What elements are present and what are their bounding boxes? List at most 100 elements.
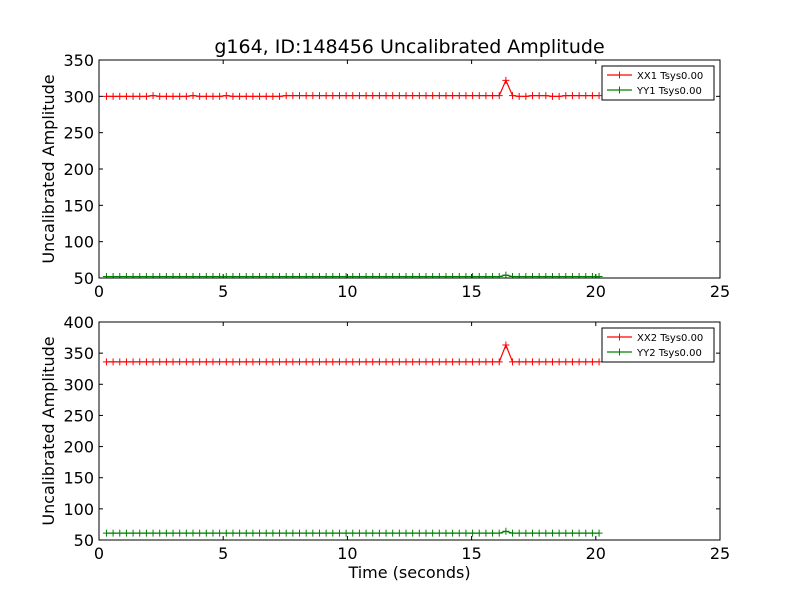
legend: XX1 Tsys0.00 YY1 Tsys0.00 bbox=[601, 65, 715, 101]
data-point-marker bbox=[169, 529, 177, 537]
data-point-marker bbox=[182, 358, 190, 366]
data-point-marker bbox=[176, 529, 184, 537]
data-point-marker bbox=[136, 529, 144, 537]
data-point-marker bbox=[296, 529, 304, 537]
legend-label: YY1 Tsys0.00 bbox=[636, 86, 702, 97]
data-point-marker bbox=[422, 358, 430, 366]
data-point-marker bbox=[542, 92, 550, 100]
data-point-marker bbox=[555, 92, 563, 100]
data-point-marker bbox=[575, 529, 583, 537]
data-point-marker bbox=[196, 273, 204, 278]
data-point-marker bbox=[435, 92, 443, 100]
data-point-marker bbox=[209, 529, 217, 537]
data-point-marker bbox=[588, 273, 596, 278]
y-tick-label: 200 bbox=[63, 438, 94, 457]
data-point-marker bbox=[575, 273, 583, 278]
y-tick-label: 250 bbox=[63, 406, 94, 425]
legend-box bbox=[601, 65, 715, 101]
data-point-marker bbox=[136, 358, 144, 366]
data-point-marker bbox=[276, 358, 284, 366]
y-tick-label: 200 bbox=[63, 160, 94, 179]
data-point-marker bbox=[176, 92, 184, 100]
data-point-marker bbox=[129, 529, 137, 537]
data-point-marker bbox=[202, 529, 210, 537]
data-point-marker bbox=[335, 273, 343, 278]
y-axis-label: Uncalibrated Amplitude bbox=[39, 74, 58, 263]
data-point-marker bbox=[282, 529, 290, 537]
data-point-marker bbox=[449, 273, 457, 278]
series-xx2 bbox=[102, 341, 603, 366]
data-point-marker bbox=[236, 273, 244, 278]
data-point-marker bbox=[335, 358, 343, 366]
data-point-marker bbox=[149, 273, 157, 278]
data-point-marker bbox=[562, 358, 570, 366]
data-point-marker bbox=[568, 273, 576, 278]
data-point-marker bbox=[329, 358, 337, 366]
data-point-marker bbox=[309, 273, 317, 278]
data-point-marker bbox=[276, 529, 284, 537]
data-point-marker bbox=[109, 529, 117, 537]
data-point-marker bbox=[482, 529, 490, 537]
data-point-marker bbox=[475, 273, 483, 278]
data-point-marker bbox=[222, 92, 230, 100]
data-point-marker bbox=[202, 273, 210, 278]
data-point-marker bbox=[189, 358, 197, 366]
data-point-marker bbox=[102, 529, 110, 537]
data-point-marker bbox=[169, 273, 177, 278]
data-point-marker bbox=[548, 92, 556, 100]
data-point-marker bbox=[509, 92, 517, 100]
data-point-marker bbox=[555, 358, 563, 366]
data-point-marker bbox=[435, 529, 443, 537]
data-point-marker bbox=[142, 273, 150, 278]
x-tick-label: 0 bbox=[94, 544, 104, 563]
data-point-marker bbox=[249, 273, 257, 278]
data-point-marker bbox=[489, 358, 497, 366]
data-point-marker bbox=[542, 358, 550, 366]
data-point-marker bbox=[522, 273, 530, 278]
data-point-marker bbox=[555, 273, 563, 278]
data-point-marker bbox=[422, 92, 430, 100]
y-tick-label: 250 bbox=[63, 124, 94, 143]
data-point-marker bbox=[296, 92, 304, 100]
data-point-marker bbox=[202, 92, 210, 100]
data-point-marker bbox=[296, 273, 304, 278]
data-point-marker bbox=[289, 358, 297, 366]
data-point-marker bbox=[322, 273, 330, 278]
data-point-marker bbox=[475, 92, 483, 100]
data-point-marker bbox=[102, 358, 110, 366]
data-point-marker bbox=[475, 358, 483, 366]
data-point-marker bbox=[415, 273, 423, 278]
data-point-marker bbox=[362, 358, 370, 366]
data-point-marker bbox=[535, 529, 543, 537]
data-point-marker bbox=[515, 273, 523, 278]
data-point-marker bbox=[442, 358, 450, 366]
data-point-marker bbox=[109, 92, 117, 100]
data-point-marker bbox=[122, 273, 130, 278]
data-point-marker bbox=[389, 529, 397, 537]
data-point-marker bbox=[269, 529, 277, 537]
data-point-marker bbox=[335, 92, 343, 100]
data-point-marker bbox=[309, 92, 317, 100]
x-tick-label: 20 bbox=[586, 282, 606, 301]
data-point-marker bbox=[236, 92, 244, 100]
data-point-marker bbox=[315, 358, 323, 366]
data-point-marker bbox=[595, 273, 603, 278]
data-point-marker bbox=[129, 358, 137, 366]
data-point-marker bbox=[568, 92, 576, 100]
data-point-marker bbox=[169, 358, 177, 366]
data-point-marker bbox=[156, 358, 164, 366]
data-point-marker bbox=[562, 273, 570, 278]
data-point-marker bbox=[542, 273, 550, 278]
data-point-marker bbox=[149, 92, 157, 100]
data-point-marker bbox=[262, 273, 270, 278]
data-point-marker bbox=[242, 92, 250, 100]
data-point-marker bbox=[329, 273, 337, 278]
data-point-marker bbox=[595, 529, 603, 537]
data-point-marker bbox=[156, 92, 164, 100]
data-point-marker bbox=[355, 358, 363, 366]
data-point-marker bbox=[502, 341, 510, 349]
data-point-marker bbox=[449, 358, 457, 366]
data-point-marker bbox=[249, 529, 257, 537]
x-tick-label: 15 bbox=[461, 282, 481, 301]
